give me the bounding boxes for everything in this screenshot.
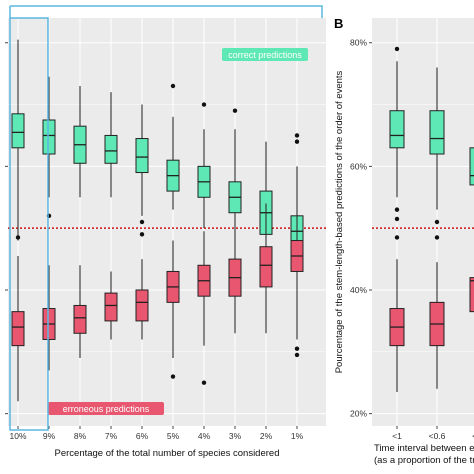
erroneous-predictions-label: erroneous predictions (63, 404, 150, 414)
erroneous-outlier (294, 352, 300, 358)
correct-box (135, 138, 149, 174)
erroneous-predictions-tag: erroneous predictions (48, 402, 164, 415)
panel-a-x-ticks: 10% 9% 8% 7% 6% 5% 4% 3% 2% 1% (9, 426, 304, 441)
x-tick-label: 10% (9, 431, 26, 441)
panel-b-letter: B (334, 16, 343, 31)
correct-box (42, 119, 56, 155)
panel-b-boxes (389, 46, 474, 392)
x-tick-label: <1 (392, 431, 402, 441)
panel-b-x-axis-title: Time interval between e (374, 443, 474, 454)
panel-a-boxes (11, 39, 304, 402)
x-tick-label: 7% (105, 431, 118, 441)
correct-box (11, 113, 25, 149)
panel-b: B <1 <0.6 <0 20% 40% 60% 80% Pourcentage of t… (334, 16, 474, 466)
x-tick-label: <0.6 (429, 431, 446, 441)
correct-outlier (139, 219, 145, 225)
highlight-bracket (9, 5, 323, 431)
erroneous-box (259, 246, 273, 288)
erroneous-box (73, 304, 87, 334)
correct-outlier (170, 83, 176, 89)
y-tick-label: 20% (350, 409, 367, 419)
erroneous-outlier (139, 232, 145, 237)
correct-predictions-tag-background (222, 48, 308, 61)
erroneous-outlier (434, 219, 440, 225)
erroneous-box (135, 289, 149, 322)
x-tick-label: <0 (472, 431, 474, 441)
y-tick-label: 40% (350, 285, 367, 295)
erroneous-box (11, 311, 25, 347)
correct-box (469, 147, 474, 186)
erroneous-box (104, 292, 118, 322)
correct-outlier (394, 235, 400, 240)
erroneous-box (469, 277, 474, 313)
erroneous-outlier (201, 380, 207, 385)
panel-a-background (8, 18, 326, 426)
x-tick-label: 8% (74, 431, 87, 441)
y-tick-label: 60% (350, 161, 367, 171)
panel-b-x-ticks: <1 <0.6 <0 (392, 426, 474, 441)
panel-b-x-axis-subtitle: (as a proportion of the tre (374, 455, 474, 466)
x-tick-label: 4% (198, 431, 211, 441)
erroneous-outlier (294, 346, 300, 351)
correct-predictions-label: correct predictions (228, 50, 302, 60)
x-tick-label: 6% (136, 431, 149, 441)
panel-b-y-axis-title: Pourcentage of the stem-length-based pre… (334, 70, 345, 373)
correct-outlier (232, 108, 238, 113)
x-tick-label: 3% (229, 431, 242, 441)
panel-b-background (372, 18, 474, 426)
erroneous-outlier (15, 235, 21, 240)
correct-outlier (294, 133, 300, 138)
panel-a: 10% 9% 8% 7% 6% 5% 4% 3% 2% 1% Percentage of the … (5, 5, 326, 459)
correct-outlier (294, 139, 300, 144)
x-tick-label: 9% (43, 431, 56, 441)
x-tick-label: 5% (167, 431, 180, 441)
correct-box (429, 110, 445, 155)
panel-b-y-ticks: 20% 40% 60% 80% (350, 38, 372, 419)
panel-a-x-axis-title: Percentage of the total number of specie… (55, 448, 280, 459)
x-tick-label: 1% (291, 431, 304, 441)
correct-box (389, 110, 405, 149)
correct-outlier (394, 207, 400, 212)
erroneous-predictions-tag-background (48, 402, 164, 415)
panel-a-y-ticks (5, 42, 8, 415)
erroneous-outlier (170, 374, 176, 379)
erroneous-outlier (394, 216, 400, 222)
y-tick-label: 80% (350, 38, 367, 48)
correct-outlier (434, 235, 440, 240)
correct-box (104, 134, 118, 164)
x-tick-label: 2% (260, 431, 273, 441)
correct-predictions-tag: correct predictions (222, 48, 308, 61)
correct-outlier (201, 102, 207, 107)
correct-outlier (394, 46, 400, 52)
